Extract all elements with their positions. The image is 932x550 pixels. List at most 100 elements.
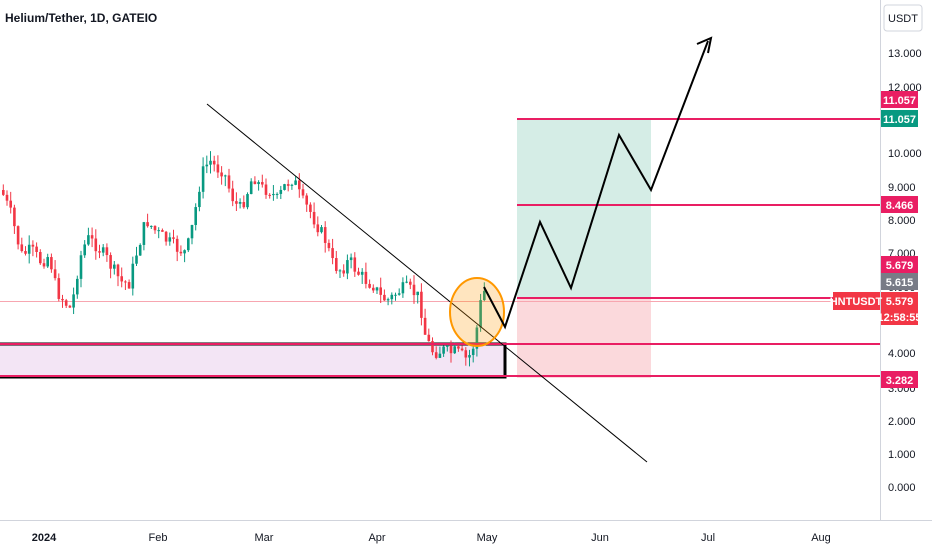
x-tick-label: Mar	[255, 532, 274, 544]
candle	[272, 185, 275, 201]
candle	[201, 157, 205, 199]
candle	[416, 291, 419, 304]
breakout-circle	[449, 277, 505, 347]
candle	[390, 292, 394, 305]
candle	[157, 227, 160, 239]
candle	[349, 253, 353, 269]
candle	[161, 228, 164, 232]
currency-label: USDT	[888, 13, 918, 25]
y-tick-label: 2.000	[888, 416, 916, 428]
candle	[212, 155, 216, 172]
candle	[483, 282, 486, 302]
candle	[83, 240, 86, 258]
candle	[368, 279, 371, 289]
candle	[312, 202, 316, 229]
y-tick-label: 1.000	[888, 449, 916, 461]
candle	[20, 237, 24, 253]
candle	[124, 280, 127, 291]
profit-zone	[517, 119, 651, 298]
candle	[479, 293, 482, 332]
candle	[357, 267, 360, 276]
candle	[72, 287, 75, 315]
svg-text:5.615: 5.615	[886, 277, 914, 289]
candle	[249, 178, 253, 195]
y-tick-label: 4.000	[888, 348, 916, 360]
candle	[16, 225, 20, 250]
candle	[2, 184, 5, 197]
loss-zone	[517, 298, 651, 378]
price-tag: 12:58:55	[877, 308, 922, 325]
candle	[101, 244, 105, 257]
candle	[301, 183, 305, 199]
price-tag: 5.579	[881, 292, 918, 309]
x-tick-label: Jul	[701, 532, 715, 544]
candle	[394, 292, 397, 301]
y-tick-label: 0.000	[888, 482, 916, 494]
candle	[153, 225, 157, 234]
candle	[235, 192, 238, 211]
candles-group	[2, 151, 486, 367]
candle	[131, 256, 135, 296]
candle	[238, 198, 242, 209]
svg-text:8.466: 8.466	[886, 200, 914, 212]
candle	[90, 227, 94, 248]
candle	[268, 193, 271, 199]
candle	[438, 346, 442, 359]
candle	[331, 238, 334, 265]
candle	[386, 297, 390, 306]
candle	[105, 243, 109, 262]
downtrend-line	[206, 103, 648, 463]
price-tag: 3.282	[881, 371, 918, 388]
projected-path	[483, 40, 709, 330]
price-tag: 11.057	[881, 91, 918, 108]
price-tag: 5.615	[881, 273, 918, 290]
candle	[327, 239, 331, 252]
symbol-tag: HNTUSDT	[830, 292, 883, 310]
symbol-tag-label: HNTUSDT	[830, 296, 883, 308]
candle	[427, 328, 431, 342]
candle	[146, 213, 149, 228]
candle	[220, 166, 223, 185]
svg-text:12:58:55: 12:58:55	[877, 312, 921, 324]
candle	[76, 275, 79, 299]
candle	[150, 225, 153, 229]
svg-text:3.282: 3.282	[886, 375, 914, 387]
candle	[379, 277, 382, 304]
price-tag: 8.466	[881, 196, 918, 213]
candle	[375, 286, 379, 294]
candle	[164, 230, 168, 246]
candle	[372, 284, 375, 293]
candle	[42, 258, 46, 269]
candle	[457, 344, 460, 352]
candle	[24, 246, 27, 256]
candle	[305, 193, 308, 212]
candle	[198, 186, 201, 212]
candle	[175, 235, 179, 262]
candle	[420, 283, 423, 326]
candle	[264, 178, 268, 199]
candle	[94, 229, 98, 260]
currency-button[interactable]: USDT	[883, 4, 923, 32]
candle	[364, 262, 368, 289]
candle	[98, 244, 101, 259]
candle	[64, 298, 68, 309]
candle	[294, 176, 297, 186]
candle	[342, 264, 345, 277]
candle	[53, 260, 57, 281]
candle	[31, 240, 35, 257]
candle	[434, 346, 438, 360]
candle	[286, 179, 290, 192]
candle	[50, 253, 53, 273]
candle	[194, 203, 197, 231]
candle	[346, 254, 349, 280]
svg-text:5.679: 5.679	[886, 260, 914, 272]
candle	[179, 245, 183, 257]
candle	[227, 168, 231, 193]
candle	[46, 253, 49, 268]
candle	[209, 151, 212, 174]
candle	[360, 268, 364, 284]
candle	[172, 229, 175, 244]
svg-text:5.579: 5.579	[886, 296, 914, 308]
